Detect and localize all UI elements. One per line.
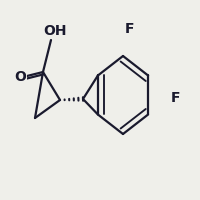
Text: F: F	[170, 91, 180, 105]
Text: F: F	[124, 22, 134, 36]
Text: OH: OH	[43, 24, 67, 38]
Text: O: O	[14, 70, 26, 84]
